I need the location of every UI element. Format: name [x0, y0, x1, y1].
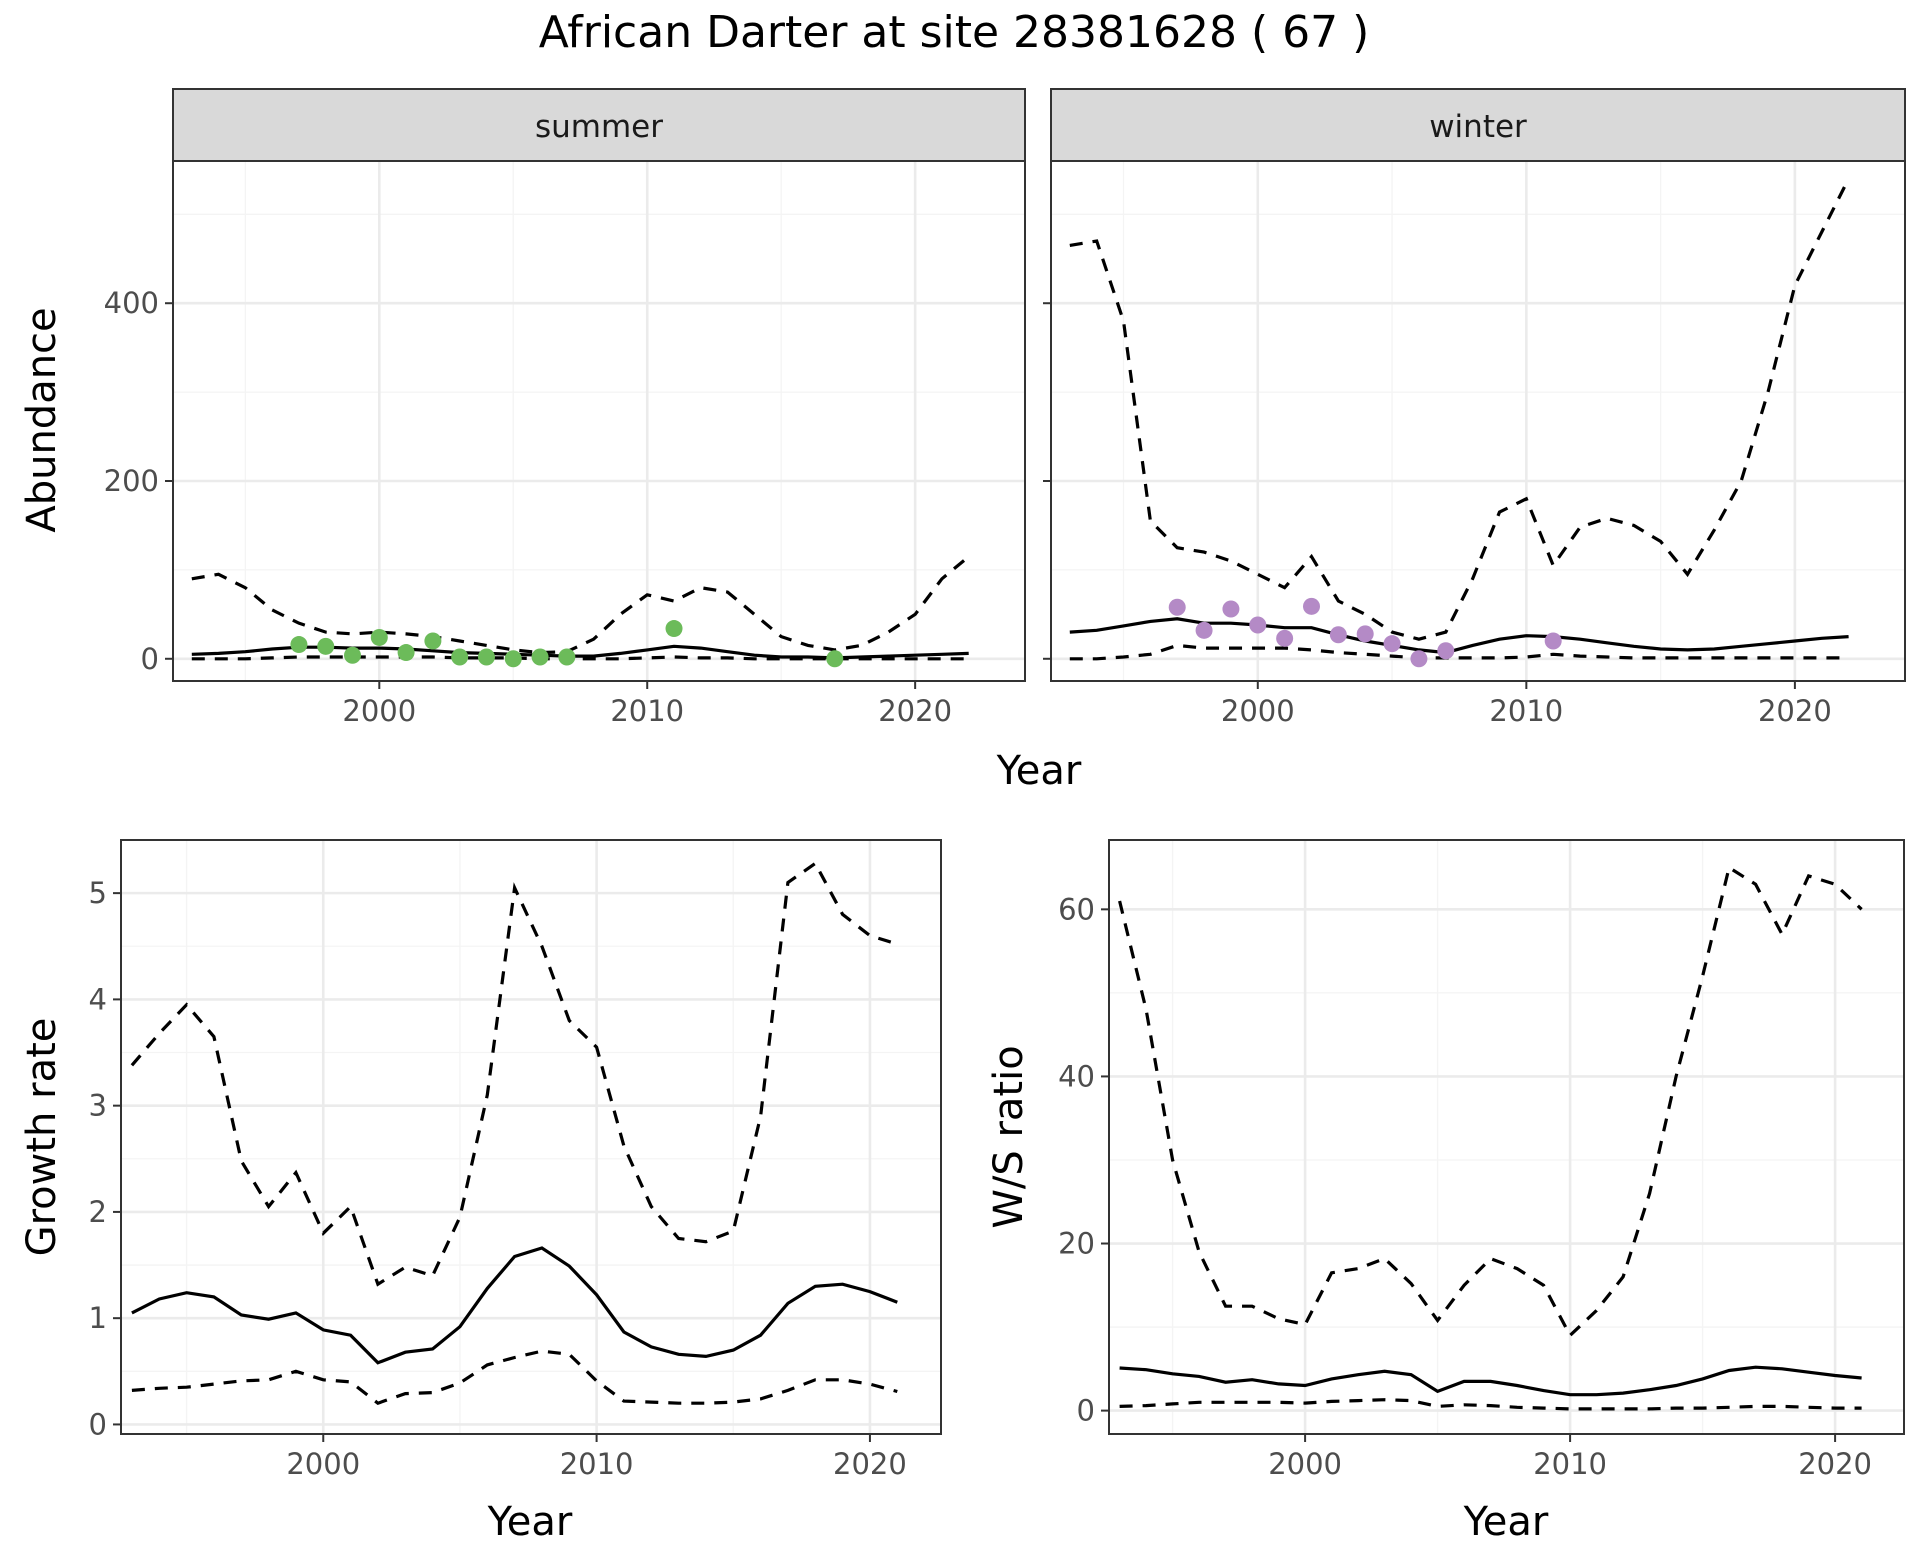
growth-rate-y-tick-label: 4: [89, 982, 107, 1016]
growth-rate-x-tick-label: 2010: [560, 1447, 634, 1481]
growth-rate-y-tick-label: 2: [89, 1195, 107, 1229]
abundance-winter-data: [1069, 178, 1851, 668]
abundance-summer-point: [370, 628, 388, 646]
abundance-summer-point: [531, 648, 549, 666]
growth-rate-x-tick-label: 2020: [833, 1447, 907, 1481]
strip-summer: summer: [172, 88, 1026, 162]
ws-ratio-series-2-line: [1119, 1398, 1862, 1411]
strip-label-summer: summer: [535, 109, 663, 145]
abundance-summer-point: [558, 648, 576, 666]
abundance-winter-x-tick-label: 2020: [1758, 694, 1832, 728]
ws-ratio-data: [1118, 865, 1863, 1411]
ws-ratio-series-1-line: [1118, 865, 1863, 1339]
abundance-winter-point: [1383, 635, 1401, 653]
abundance-winter-point: [1356, 625, 1374, 643]
abundance-winter-point: [1276, 629, 1294, 647]
growth-rate-y-tick-label: 1: [89, 1301, 107, 1335]
abundance-winter-point: [1249, 616, 1267, 634]
growth-rate-series-0-line: [131, 1246, 898, 1365]
abundance-summer-point: [504, 650, 522, 668]
abundance-winter-point: [1302, 597, 1320, 615]
figure-title: African Darter at site 28381628 ( 67 ): [539, 7, 1370, 58]
abundance-winter-point: [1329, 626, 1347, 644]
growth-rate-y-tick-label: 0: [89, 1407, 107, 1441]
ws-ratio-panel-border: [1108, 839, 1905, 1435]
abundance-summer-x-tick-label: 2000: [342, 694, 416, 728]
abundance-winter-x-tick-label: 2010: [1489, 694, 1563, 728]
growth-rate-series-1-line: [130, 861, 898, 1287]
abundance-winter-point: [1410, 650, 1428, 668]
abundance-summer-series-1-line: [191, 555, 970, 655]
abundance-summer-point: [477, 648, 495, 666]
growth-rate-x-tick-label: 2000: [286, 1447, 360, 1481]
strip-winter: winter: [1050, 88, 1906, 162]
ws-ratio-series-0-line: [1119, 1365, 1862, 1397]
ws-ratio-y-tick-label: 20: [1058, 1227, 1095, 1261]
abundance-winter-series-2-line: [1069, 643, 1849, 661]
abundance-summer-point: [826, 650, 844, 668]
abundance-summer-point: [397, 644, 415, 662]
abundance-winter-point: [1222, 600, 1240, 618]
abundance-summer-y-tick-label: 0: [141, 642, 159, 676]
abundance-x-axis-title: Year: [996, 748, 1082, 794]
ws-ratio-x-tick-label: 2000: [1268, 1447, 1342, 1481]
abundance-summer-point: [290, 636, 308, 654]
growth-rate-data: [130, 861, 898, 1405]
abundance-summer-data: [191, 555, 970, 668]
growth-y-axis-title: Growth rate: [19, 1018, 65, 1257]
ws-ratio-x-tick-label: 2020: [1798, 1447, 1872, 1481]
abundance-summer-point: [424, 632, 442, 650]
ws-ratio-panel: 2000 2010 2020 0 20 40 60: [1058, 839, 1905, 1481]
abundance-summer-panel-border: [172, 160, 1026, 682]
abundance-winter-panel-border: [1050, 160, 1906, 682]
ws-ratio-y-tick-label: 60: [1058, 892, 1095, 926]
ws-y-axis-title: W/S ratio: [986, 1045, 1032, 1228]
abundance-winter-panel: 2000 2010 2020: [1043, 160, 1906, 728]
abundance-summer-point: [451, 648, 469, 666]
abundance-summer-x-tick-label: 2020: [878, 694, 952, 728]
abundance-summer-point: [344, 646, 362, 664]
growth-rate-panel: 2000 2010 2020 0 1 2 3 4 5: [89, 839, 942, 1481]
growth-rate-y-tick-label: 3: [89, 1089, 107, 1123]
growth-x-axis-title: Year: [487, 1499, 573, 1545]
abundance-winter-series-1-line: [1069, 178, 1851, 641]
abundance-summer-x-tick-label: 2010: [610, 694, 684, 728]
strip-label-winter: winter: [1429, 109, 1527, 145]
abundance-summer-point: [317, 637, 335, 655]
abundance-summer-y-tick-label: 400: [104, 286, 159, 320]
ws-ratio-y-tick-label: 40: [1058, 1059, 1095, 1093]
ws-x-axis-title: Year: [1463, 1499, 1549, 1545]
abundance-summer-panel: 2000 2010 2020 0 200 400: [104, 160, 1026, 728]
abundance-winter-point: [1195, 621, 1213, 639]
abundance-y-axis-title: Abundance: [19, 307, 65, 532]
abundance-winter-series-0-line: [1069, 617, 1849, 655]
ws-ratio-y-tick-label: 0: [1077, 1394, 1095, 1428]
abundance-winter-x-tick-label: 2000: [1221, 694, 1295, 728]
growth-rate-series-2-line: [131, 1349, 898, 1405]
abundance-winter-point: [1437, 642, 1455, 660]
abundance-summer-point: [665, 620, 683, 638]
abundance-winter-point: [1168, 598, 1186, 616]
ws-ratio-x-tick-label: 2010: [1533, 1447, 1607, 1481]
growth-rate-y-tick-label: 5: [89, 876, 107, 910]
abundance-winter-point: [1544, 632, 1562, 650]
growth-rate-panel-border: [120, 839, 942, 1435]
abundance-summer-y-tick-label: 200: [104, 464, 159, 498]
